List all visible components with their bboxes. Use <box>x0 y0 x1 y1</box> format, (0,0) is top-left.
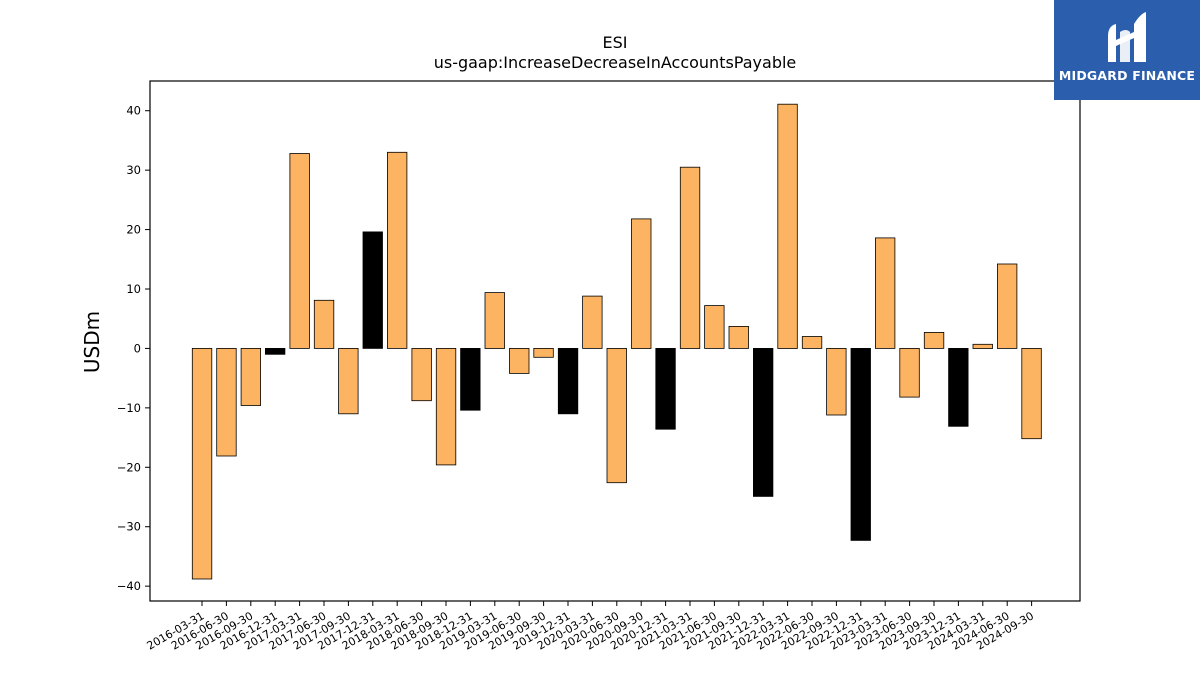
y-tick-label: −10 <box>117 401 141 415</box>
y-tick-label: 30 <box>126 163 141 177</box>
bar-2019-06-30 <box>509 347 530 374</box>
bar-2020-09-30 <box>631 218 652 349</box>
chart-subtitle: us-gaap:IncreaseDecreaseInAccountsPayabl… <box>434 53 797 72</box>
y-tick-label: −20 <box>117 460 141 474</box>
bar-2017-09-30 <box>338 347 359 415</box>
bar-2024-03-31 <box>972 343 993 349</box>
bar-2021-09-30 <box>728 325 749 349</box>
y-tick-label: 40 <box>126 104 141 118</box>
bar-2020-03-31 <box>582 295 603 349</box>
bar-2018-06-30 <box>411 347 432 402</box>
bar-2016-06-30 <box>216 347 237 457</box>
y-tick-label: 10 <box>126 282 141 296</box>
bar-2023-03-31 <box>875 237 896 349</box>
bar-2017-03-31 <box>289 153 310 349</box>
bar-2023-12-31 <box>948 347 969 427</box>
plot-frame <box>149 80 1081 602</box>
chart-title: ESI <box>603 33 628 52</box>
bar-2022-03-31 <box>777 103 798 349</box>
bar-2022-12-31 <box>850 347 871 541</box>
y-axis-label: USDm <box>80 311 104 373</box>
y-tick-label: −30 <box>117 520 141 534</box>
bar-2024-09-30 <box>1021 347 1042 440</box>
bar-2021-06-30 <box>704 305 725 349</box>
y-tick-label: 20 <box>126 223 141 237</box>
bar-2016-03-31 <box>191 347 213 580</box>
bar-2024-06-30 <box>997 263 1018 349</box>
bar-2021-12-31 <box>753 347 774 497</box>
bar-2019-09-30 <box>533 347 554 358</box>
bar-2016-09-30 <box>240 347 262 406</box>
bar-2018-09-30 <box>435 347 457 466</box>
y-axis-ticks: −40 −30 −20 −10 0 10 20 30 40 <box>117 104 150 593</box>
bar-2021-03-31 <box>679 166 701 349</box>
bar-2023-06-30 <box>899 347 920 398</box>
bar-2017-12-31 <box>362 231 383 349</box>
y-tick-label: 0 <box>134 341 141 355</box>
bar-2020-06-30 <box>606 347 627 484</box>
bar-2022-09-30 <box>826 347 847 416</box>
midgard-finance-logo: MIDGARD FINANCE <box>1054 0 1200 100</box>
bar-2023-09-30 <box>923 331 945 349</box>
bar-2016-12-31 <box>264 347 286 355</box>
midgard-logo-icon <box>1108 12 1146 62</box>
bar-2020-12-31 <box>655 347 676 430</box>
x-axis-ticks: 2016-03-312016-06-302016-09-302016-12-31… <box>145 601 1036 653</box>
bars-group <box>191 103 1042 580</box>
logo-text: MIDGARD FINANCE <box>1058 68 1196 83</box>
bar-2019-12-31 <box>557 347 579 415</box>
bar-2018-12-31 <box>460 347 481 411</box>
bar-2022-06-30 <box>801 336 823 349</box>
y-tick-label: −40 <box>117 579 141 593</box>
bar-2018-03-31 <box>386 151 408 349</box>
bar-2019-03-31 <box>484 292 505 349</box>
bar-2017-06-30 <box>313 299 335 349</box>
